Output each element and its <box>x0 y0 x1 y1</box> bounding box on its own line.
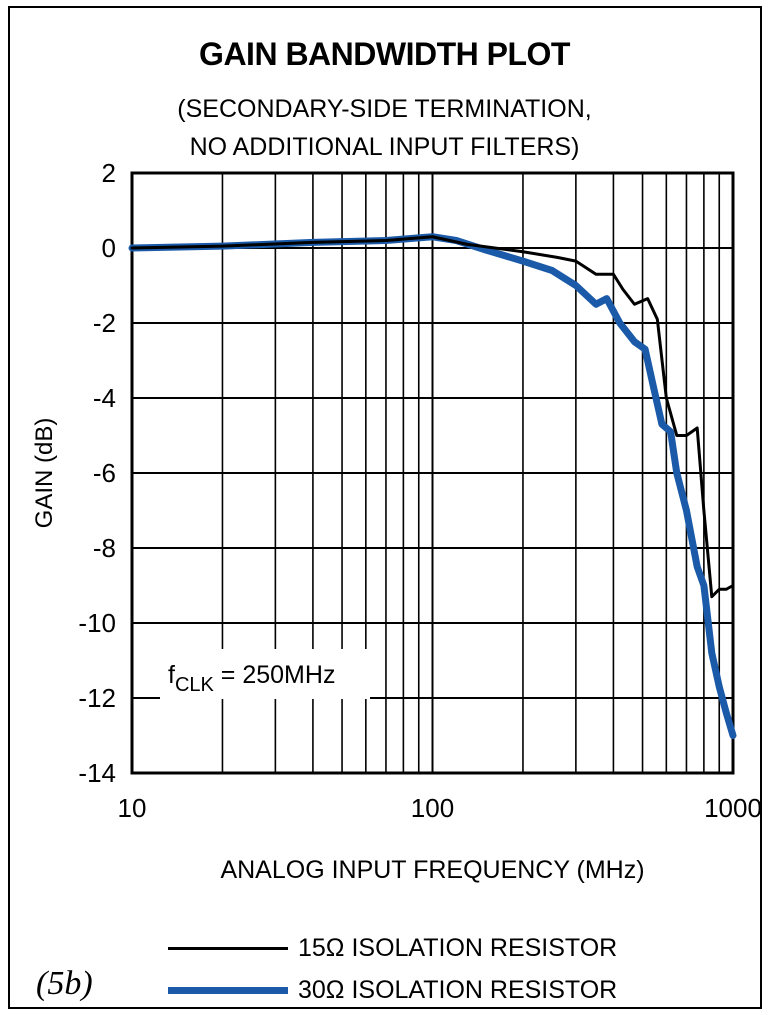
y-tick-label: -14 <box>78 758 116 788</box>
y-tick-label: -8 <box>93 533 116 563</box>
y-tick-label: -12 <box>78 683 116 713</box>
y-tick-label: -2 <box>93 308 116 338</box>
x-tick-label: 100 <box>411 793 454 823</box>
series-line-15ohm <box>130 235 735 599</box>
fclk-annotation: fCLK = 250MHz <box>168 661 335 696</box>
figure-frame <box>8 6 762 1009</box>
legend-entry-15ohm: 15Ω ISOLATION RESISTOR <box>168 934 617 963</box>
x-axis-label: ANALOG INPUT FREQUENCY (MHz) <box>220 856 644 884</box>
legend-label-15ohm: 15Ω ISOLATION RESISTOR <box>298 934 618 962</box>
y-tick-label: -4 <box>93 383 116 413</box>
chart-subtitle: (SECONDARY-SIDE TERMINATION, NO ADDITION… <box>0 90 769 166</box>
legend-label-30ohm: 30Ω ISOLATION RESISTOR <box>298 976 618 1004</box>
plot-area-border <box>130 171 735 775</box>
legend-swatch-15ohm <box>168 947 288 950</box>
legend-swatch-30ohm <box>168 987 288 994</box>
y-tick-label: 2 <box>102 158 116 188</box>
legend-entry-30ohm: 30Ω ISOLATION RESISTOR <box>168 976 617 1005</box>
x-tick-label: 1000 <box>704 793 762 823</box>
y-tick-label: -10 <box>78 608 116 638</box>
x-tick-label: 10 <box>118 793 147 823</box>
y-axis-label: GAIN (dB) <box>31 418 58 529</box>
y-tick-label: 0 <box>102 233 116 263</box>
subtitle-line-1: (SECONDARY-SIDE TERMINATION, <box>177 95 592 123</box>
figure-tag: (5b) <box>36 965 93 1002</box>
subtitle-line-2: NO ADDITIONAL INPUT FILTERS) <box>189 133 580 161</box>
y-tick-label: -6 <box>93 458 116 488</box>
annotation-background <box>160 649 370 699</box>
chart-title: GAIN BANDWIDTH PLOT <box>199 36 570 72</box>
